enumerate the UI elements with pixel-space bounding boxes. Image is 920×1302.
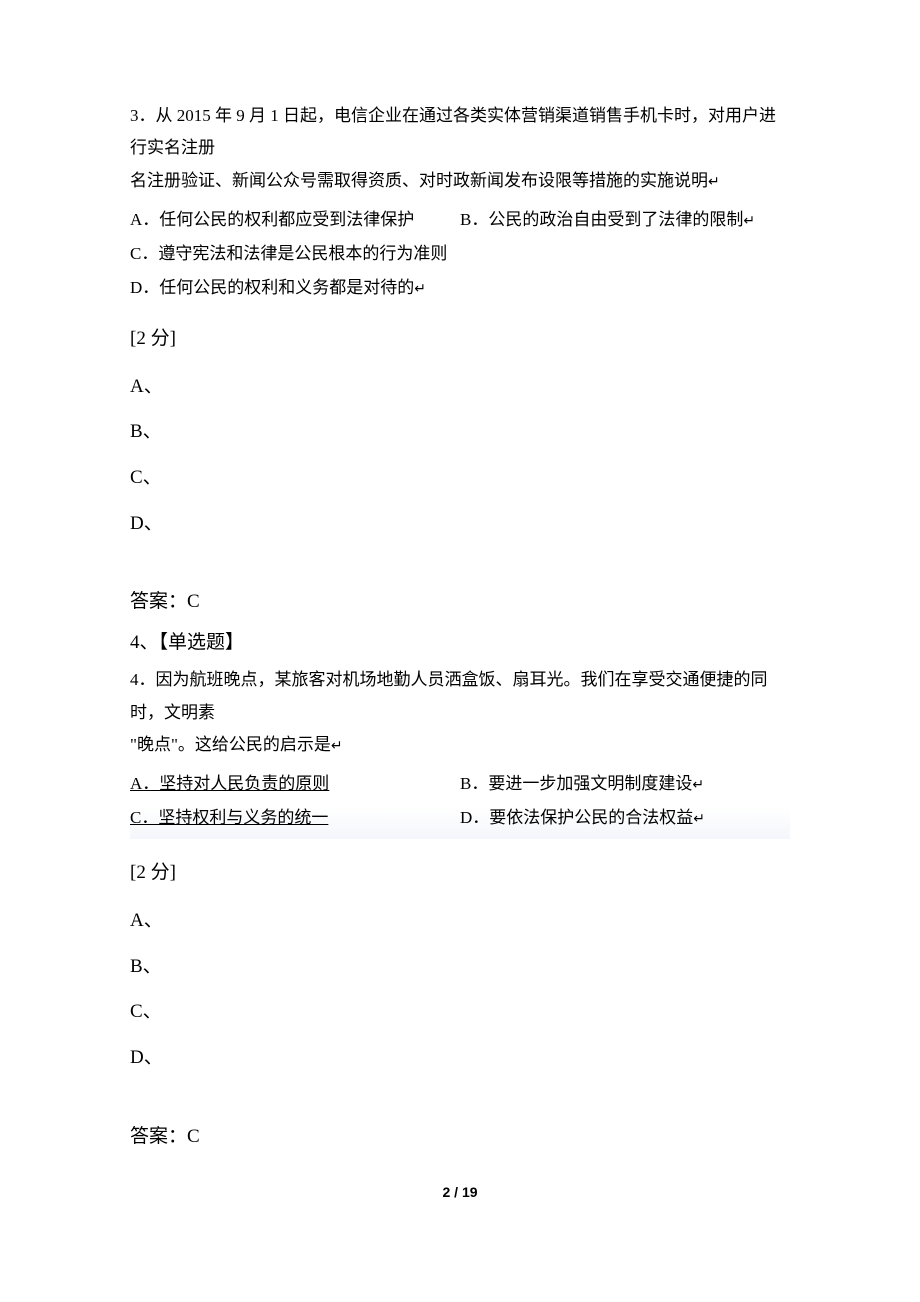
question-4-block: 4．因为航班晚点，某旅客对机场地勤人员洒盒饭、扇耳光。我们在享受交通便捷的同时，… <box>130 664 790 839</box>
q4-choice-b: B、 <box>130 944 790 990</box>
q3-choice-a: A、 <box>130 364 790 410</box>
return-mark-icon: ↵ <box>708 175 720 190</box>
return-mark-icon: ↵ <box>693 812 705 827</box>
return-mark-icon: ↵ <box>331 739 343 754</box>
q4-score: [2 分] <box>130 857 790 884</box>
return-mark-icon: ↵ <box>692 778 704 793</box>
q3-option-b: B．公民的政治自由受到了法律的限制↵ <box>460 203 790 237</box>
q4-choice-list: A、 B、 C、 D、 <box>130 898 790 1080</box>
q4-options-row2: C．坚持权利与义务的统一 D．要依法保护公民的合法权益↵ <box>130 801 790 835</box>
q4-choice-d: D、 <box>130 1035 790 1081</box>
q3-options-row1: A．任何公民的权利都应受到法律保护 B．公民的政治自由受到了法律的限制↵ <box>130 203 790 237</box>
q3-options-row2: C．遵守宪法和法律是公民根本的行为准则 D．任何公民的权利和义务都是对待的↵ <box>130 237 790 305</box>
q3-choice-list: A、 B、 C、 D、 <box>130 364 790 546</box>
q4-answer: 答案：C <box>130 1121 790 1148</box>
q4-option-b: B．要进一步加强文明制度建设↵ <box>460 767 790 801</box>
return-mark-icon: ↵ <box>414 282 426 297</box>
q3-option-c-text: C．遵守宪法和法律是公民根本的行为准则 <box>130 244 447 263</box>
q3-option-a-text: A．任何公民的权利都应受到法律保护 <box>130 210 414 229</box>
q4-option-c: C．坚持权利与义务的统一 <box>130 801 460 835</box>
question-3-block: 3．从 2015 年 9 月 1 日起，电信企业在通过各类实体营销渠道销售手机卡… <box>130 100 790 305</box>
q4-choice-a: A、 <box>130 898 790 944</box>
page-footer: 2 / 19 <box>130 1184 790 1200</box>
q3-option-a: A．任何公民的权利都应受到法律保护 <box>130 203 460 237</box>
q4-option-a: A．坚持对人民负责的原则 <box>130 767 460 801</box>
q4-options-row1: A．坚持对人民负责的原则 B．要进一步加强文明制度建设↵ <box>130 767 790 801</box>
q3-option-b-text: B．公民的政治自由受到了法律的限制 <box>460 210 743 229</box>
q3-option-c: C．遵守宪法和法律是公民根本的行为准则 <box>130 237 467 271</box>
q3-score: [2 分] <box>130 323 790 350</box>
q3-choice-d: D、 <box>130 501 790 547</box>
question-3-text: 3．从 2015 年 9 月 1 日起，电信企业在通过各类实体营销渠道销售手机卡… <box>130 100 790 197</box>
q4-choice-c: C、 <box>130 989 790 1035</box>
q4-option-c-text: C．坚持权利与义务的统一 <box>130 808 328 827</box>
q4-label: 4、【单选题】 <box>130 627 790 654</box>
q4-line2: "晚点"。这给公民的启示是 <box>130 735 331 754</box>
return-mark-icon: ↵ <box>743 214 755 229</box>
q3-answer: 答案：C <box>130 586 790 613</box>
question-4-text: 4．因为航班晚点，某旅客对机场地勤人员洒盒饭、扇耳光。我们在享受交通便捷的同时，… <box>130 664 790 761</box>
q4-option-b-text: B．要进一步加强文明制度建设 <box>460 774 692 793</box>
q4-line1: 4．因为航班晚点，某旅客对机场地勤人员洒盒饭、扇耳光。我们在享受交通便捷的同时，… <box>130 670 768 721</box>
q3-choice-c: C、 <box>130 455 790 501</box>
q3-line1: 3．从 2015 年 9 月 1 日起，电信企业在通过各类实体营销渠道销售手机卡… <box>130 106 776 157</box>
q3-option-d-text: D．任何公民的权利和义务都是对待的 <box>130 278 414 297</box>
q3-line2: 名注册验证、新闻公众号需取得资质、对时政新闻发布设限等措施的实施说明 <box>130 171 708 190</box>
q4-option-a-text: A．坚持对人民负责的原则 <box>130 774 329 793</box>
q3-option-d: D．任何公民的权利和义务都是对待的↵ <box>130 271 460 305</box>
q4-option-d-text: D．要依法保护公民的合法权益 <box>460 808 693 827</box>
q4-option-d: D．要依法保护公民的合法权益↵ <box>460 801 790 835</box>
q3-choice-b: B、 <box>130 409 790 455</box>
